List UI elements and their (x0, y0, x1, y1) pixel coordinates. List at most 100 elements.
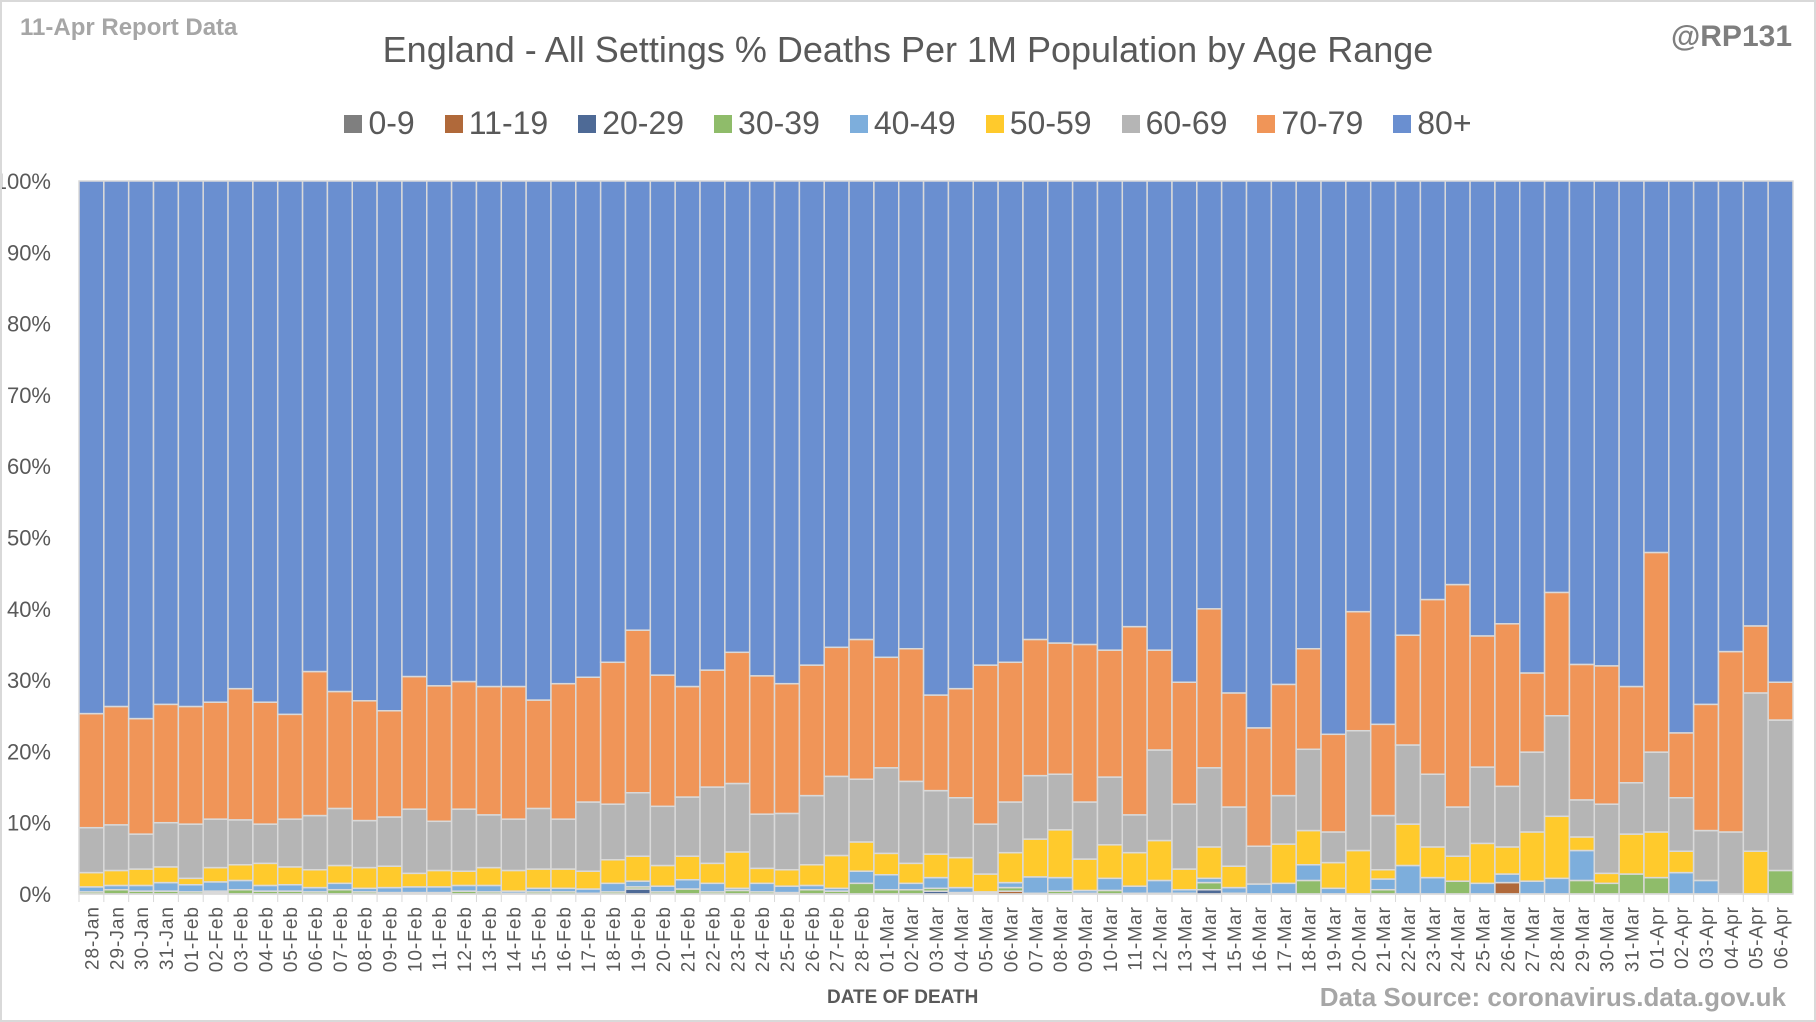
bar-segment-70-79 (1593, 665, 1620, 805)
bar-segment-70-79 (450, 680, 478, 810)
bar-segment-80+ (1394, 180, 1422, 636)
x-tick-label: 18-Mar (1300, 906, 1321, 972)
bar-segment-80+ (724, 180, 751, 654)
bar-segment-60-69 (351, 819, 378, 869)
y-tick-label: 30% (7, 668, 51, 693)
bar-segment-50-59 (1071, 858, 1099, 892)
x-tick-label: 05-Mar (977, 906, 998, 972)
x-tick-label: 10-Feb (405, 906, 426, 972)
bar-segment-80+ (748, 180, 776, 677)
bar-segment-80+ (475, 180, 503, 688)
legend-swatch (444, 114, 463, 133)
y-tick-label: 20% (7, 739, 51, 764)
bar-segment-60-69 (227, 819, 254, 866)
bar-segment-50-59 (326, 864, 353, 885)
bar-segment-70-79 (1668, 732, 1695, 799)
bar-segment-80+ (351, 180, 378, 702)
x-tick-label: 10-Mar (1101, 906, 1122, 972)
bar-segment-40-49 (1220, 886, 1248, 895)
x-tick-label: 19-Mar (1324, 906, 1345, 972)
bar-segment-40-49 (674, 878, 701, 890)
bar-segment-80+ (873, 180, 900, 659)
bar-segment-80+ (450, 180, 478, 683)
bar-segment-60-69 (1196, 767, 1223, 848)
bar-segment-70-79 (922, 694, 950, 792)
bar-segment-50-59 (1121, 851, 1148, 887)
bar-segment-60-69 (1767, 719, 1794, 872)
bar-segment-80+ (1519, 180, 1546, 674)
bar-segment-80+ (972, 180, 999, 666)
bar-segment-50-59 (1320, 861, 1347, 890)
x-tick-label: 01-Apr (1647, 906, 1668, 969)
bar-segment-50-59 (649, 864, 676, 887)
bar-segment-50-59 (897, 862, 925, 885)
bar-segment-70-79 (897, 647, 925, 783)
bar-segment-50-59 (351, 866, 378, 890)
bar-segment-50-59 (997, 851, 1024, 884)
bar-segment-60-69 (1593, 803, 1620, 875)
bar-segment-40-49 (1519, 880, 1546, 895)
bar-segment-50-59 (1394, 823, 1422, 867)
bar-segment-50-59 (823, 854, 850, 890)
bar-segment-60-69 (798, 794, 825, 866)
bar-segment-50-59 (575, 870, 602, 890)
x-tick-label: 05-Feb (281, 906, 302, 972)
bar-segment-50-59 (1270, 843, 1297, 885)
bar-segment-80+ (1543, 180, 1571, 594)
bar-segment-40-49 (1692, 879, 1720, 895)
bar-segment-40-49 (1568, 849, 1596, 882)
bar-segment-50-59 (1047, 829, 1074, 879)
x-tick-label: 22-Mar (1399, 906, 1420, 972)
bar-segment-50-59 (202, 866, 229, 883)
x-tick-label: 02-Apr (1672, 906, 1693, 969)
bar-segment-70-79 (78, 712, 105, 829)
x-tick-label: 21-Mar (1374, 906, 1395, 972)
bar-segment-70-79 (475, 685, 503, 816)
x-tick-label: 03-Mar (927, 906, 948, 972)
x-tick-label: 17-Mar (1275, 906, 1296, 972)
bar-segment-70-79 (227, 687, 254, 821)
bar-segment-40-49 (475, 884, 503, 893)
y-tick-label: 80% (7, 312, 51, 337)
bar-segment-70-79 (1643, 551, 1670, 753)
bar-segment-80+ (276, 180, 304, 716)
bar-segment-80+ (947, 180, 975, 690)
bar-segment-70-79 (1146, 649, 1173, 751)
x-tick-label: 07-Feb (331, 906, 352, 972)
bar-segment-70-79 (1121, 625, 1148, 816)
y-tick-label: 70% (7, 383, 51, 408)
x-tick-label: 27-Mar (1523, 906, 1544, 972)
bar-segment-50-59 (426, 869, 453, 888)
bar-segment-60-69 (103, 824, 130, 872)
y-tick-label: 90% (7, 240, 51, 265)
x-tick-label: 25-Feb (778, 906, 799, 972)
legend-item: 50-59 (985, 105, 1092, 142)
bar-segment-60-69 (649, 805, 676, 867)
bar-segment-50-59 (947, 856, 975, 889)
bar-segment-80+ (376, 180, 403, 712)
bar-segment-50-59 (525, 868, 552, 890)
legend-swatch (1121, 114, 1140, 133)
bar-segment-70-79 (1270, 683, 1297, 797)
y-tick-label: 40% (7, 597, 51, 622)
bar-segment-60-69 (1096, 776, 1124, 846)
legend-item: 80+ (1393, 105, 1472, 142)
x-tick-label: 27-Feb (828, 906, 849, 972)
bar-segment-80+ (1668, 180, 1695, 734)
x-tick-label: 15-Feb (530, 906, 551, 972)
bar-segment-80+ (550, 180, 577, 685)
x-tick-label: 17-Feb (579, 906, 600, 972)
bar-segment-80+ (227, 180, 254, 690)
bar-segment-70-79 (1692, 703, 1720, 832)
bar-segment-80+ (997, 180, 1024, 664)
x-tick-label: 24-Mar (1449, 906, 1470, 972)
bar-segment-50-59 (1369, 869, 1397, 880)
bar-segment-80+ (1121, 180, 1148, 628)
bar-segment-60-69 (1692, 829, 1720, 882)
bar-segment-50-59 (1345, 849, 1372, 895)
bar-segment-80+ (301, 180, 329, 673)
bar-segment-70-79 (1369, 723, 1397, 817)
bar-segment-60-69 (724, 782, 751, 853)
legend-swatch (985, 114, 1004, 133)
bar-segment-60-69 (1022, 774, 1049, 840)
